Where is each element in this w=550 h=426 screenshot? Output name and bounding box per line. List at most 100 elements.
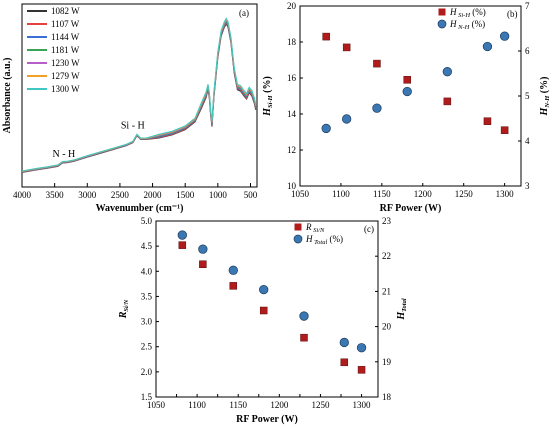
y2-tick-label: 7 [525,1,530,11]
x-tick-label: 4000 [13,190,32,200]
y2-tick-label: 6 [525,46,530,56]
legend-label: 1082 W [51,6,80,16]
x-tick-label: 1500 [176,190,195,200]
x-tick-label: 3500 [46,190,65,200]
x-axis-title: RF Power (W) [380,203,442,214]
x-axis-title: RF Power (W) [236,414,298,425]
y2-tick-label: 3 [525,181,530,191]
legend-label: 1107 W [51,19,80,29]
data-point-square [322,32,330,41]
y-tick-label: 3.0 [141,317,153,327]
legend-label: H Si-H (%) [449,7,486,19]
x-tick-label: 3000 [78,190,97,200]
y2-tick-label: 23 [382,216,392,226]
data-point-square [178,241,187,249]
data-point-circle [198,244,208,254]
legend-label: 1144 W [51,32,80,42]
legend-marker-circle [437,19,447,29]
y2-tick-label: 22 [382,251,391,261]
y-tick-label: 16 [287,73,297,83]
spectrum-line-1300-W [21,17,257,172]
x-tick-label: 500 [244,190,258,200]
annotation-si-h: Si - H [121,121,145,132]
data-point-square [357,366,366,374]
data-point-square [229,282,238,290]
annotation-n-h: N - H [52,149,75,160]
legend-label: 1279 W [51,71,80,81]
x-tick-label: 1150 [373,189,391,199]
y-tick-label: 10 [287,181,297,191]
panel-a-frame [21,3,258,188]
data-point-circle [321,123,331,134]
y-tick-label: 18 [287,37,297,47]
legend-label: 1230 W [51,58,80,68]
data-point-circle [299,311,309,321]
legend-label: 1300 W [51,84,80,94]
data-point-square [403,76,411,84]
legend-marker-square [438,8,446,16]
y-tick-label: 20 [287,1,297,11]
y-tick-label: 14 [287,109,297,119]
data-point-circle [372,103,382,113]
legend-label: R Si/N [305,222,325,234]
x-tick-label: 2000 [144,190,163,200]
data-point-square [340,358,349,367]
x-tick-label: 1300 [496,189,515,199]
panel-c: 1050 1100 1150 1200 1250 1300 1.5 2.0 2.5 3.0 3.5 4… [118,216,408,425]
x-tick-label: 1050 [147,400,166,410]
x-tick-label: 1050 [291,189,310,199]
plot-frame [155,220,379,398]
y-tick-label: 4.5 [141,241,153,251]
x-axis-title: Wavenumber (cm⁻¹) [96,203,184,214]
data-point-square [199,260,207,268]
y-tick-label: 1.5 [141,392,153,402]
x-tick-label: 1300 [353,400,372,410]
x-tick-label: 1200 [270,400,289,410]
y-axis-title: Absorbance (a.u.) [2,58,13,134]
data-point-circle [228,265,238,275]
data-point-square [373,59,381,68]
legend-label: H N-H (%) [449,19,485,31]
data-point-circle [177,230,187,240]
data-point-circle [442,67,452,77]
legend-label: 1181 W [51,45,80,55]
y-tick-label: 5.0 [141,216,153,226]
x-tick-label: 1250 [455,189,474,199]
y2-tick-label: 5 [525,91,530,101]
legend-marker-square [294,223,302,231]
data-point-square [300,333,308,342]
y2-tick-label: 19 [382,357,392,367]
y-axis-title: HSi-H (%) [262,76,274,117]
panel-a: 4000 3500 3000 2500 2000 1500 1000 500 Wavenumbe… [2,3,258,214]
x-tick-label: 1200 [414,189,433,199]
data-point-square [483,117,492,125]
legend-label: H Total (%) [305,234,343,246]
y-axis-title: RSi/N [118,299,130,319]
x-tick-label: 1100 [332,189,350,199]
data-point-circle [356,343,367,353]
panel-b: 1050 1100 1150 1200 1250 1300 10 12 14 16 18 20 3 4 5 6… [262,1,550,214]
y-tick-label: 12 [287,145,296,155]
legend-marker-circle [293,234,303,244]
y2-axis-title: HN-H (%) [539,77,550,117]
panel-label: (b) [507,9,518,19]
plot-frame [299,5,522,187]
y2-tick-label: 21 [382,286,391,296]
data-point-circle [342,114,352,124]
data-point-circle [259,284,269,295]
data-point-circle [402,86,412,97]
data-point-square [259,306,268,315]
y-tick-label: 2.5 [141,342,153,352]
panel-label: (c) [364,224,374,234]
panel-label: (a) [239,8,249,18]
y-tick-label: 4.0 [141,266,153,276]
x-tick-label: 1250 [311,400,330,410]
y2-tick-label: 20 [382,322,392,332]
data-point-square [500,126,509,134]
x-tick-label: 1000 [209,190,228,200]
x-tick-label: 2500 [111,190,130,200]
data-point-square [443,97,452,106]
data-point-circle [482,41,493,52]
y-tick-label: 2.0 [141,367,153,377]
